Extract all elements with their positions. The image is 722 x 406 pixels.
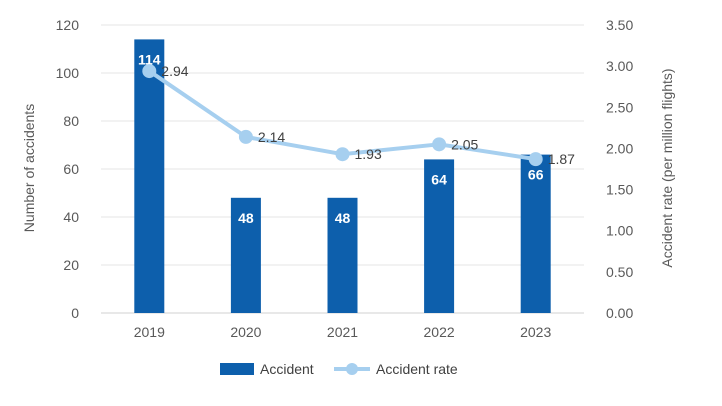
bar-data-label: 48 [238,210,254,226]
right-tick-label: 0.50 [606,264,633,280]
rate-marker [528,152,543,167]
bar-data-label: 114 [138,51,161,67]
right-tick-label: 2.50 [606,99,633,115]
right-axis-title: Accident rate (per million flights) [659,68,675,267]
legend-swatch-accident [220,363,254,375]
bar [520,154,551,313]
left-tick-label: 0 [71,305,79,321]
legend-label-accident-rate: Accident rate [376,361,458,377]
legend-label-accident: Accident [260,361,314,377]
rate-marker [142,64,157,79]
left-tick-label: 40 [63,209,79,225]
bar-data-label: 48 [335,210,351,226]
bar [134,39,165,314]
bar-series: 114 48 48 64 66 [134,39,551,314]
right-tick-label: 1.00 [606,223,633,239]
rate-data-label: 1.93 [355,146,382,162]
right-axis-ticks: 0.00 0.50 1.00 1.50 2.00 2.50 3.00 3.50 [606,17,633,321]
x-tick-label: 2023 [520,324,551,340]
legend-swatch-marker [346,363,358,375]
left-tick-label: 60 [63,161,79,177]
x-tick-label: 2019 [134,324,165,340]
rate-data-label: 1.87 [548,151,575,167]
line-series: 2.94 2.14 1.93 2.05 1.87 [142,63,575,167]
right-tick-label: 0.00 [606,305,633,321]
right-tick-label: 2.00 [606,140,633,156]
bar [230,197,261,313]
rate-marker [335,147,350,162]
left-tick-label: 100 [56,65,80,81]
x-axis-ticks: 2019 2020 2021 2022 2023 [134,324,552,340]
rate-data-label: 2.14 [258,129,285,145]
legend: Accident Accident rate [220,361,458,377]
right-tick-label: 1.50 [606,182,633,198]
rate-marker [432,137,447,152]
bar [424,159,455,313]
left-axis-ticks: 0 20 40 60 80 100 120 [56,17,80,321]
rate-data-label: 2.05 [451,136,478,152]
x-tick-label: 2022 [424,324,455,340]
left-tick-label: 120 [56,17,80,33]
right-tick-label: 3.00 [606,58,633,74]
x-tick-label: 2021 [327,324,358,340]
rate-data-label: 2.94 [161,63,188,79]
left-tick-label: 80 [63,113,79,129]
bar-data-label: 64 [431,171,447,187]
left-axis-title: Number of accidents [21,104,37,232]
bar [327,197,358,313]
left-tick-label: 20 [63,257,79,273]
right-tick-label: 3.50 [606,17,633,33]
rate-marker [238,129,253,144]
bar-data-label: 66 [528,167,544,183]
x-tick-label: 2020 [230,324,261,340]
